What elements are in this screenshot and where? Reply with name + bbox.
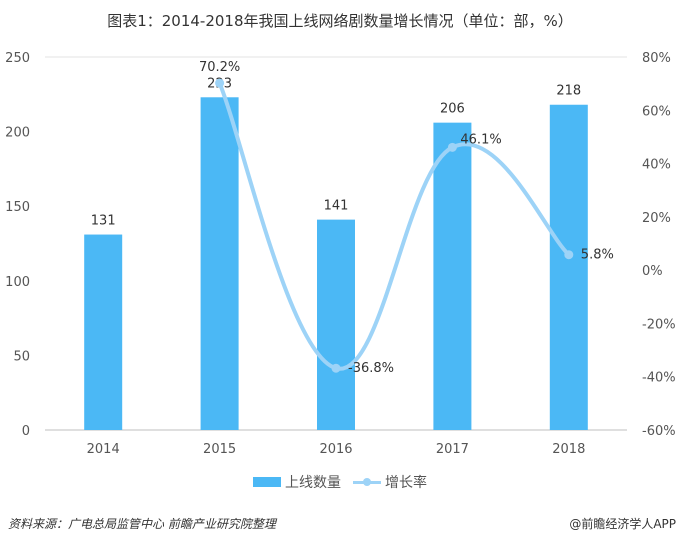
right-tick-label: 0%	[642, 264, 663, 279]
left-tick-label: 100	[5, 275, 30, 290]
line-point	[564, 250, 574, 260]
bar-label: 206	[440, 102, 465, 117]
right-tick-label: -20%	[642, 317, 676, 332]
bar-label: 131	[91, 214, 116, 229]
line-label: -36.8%	[348, 361, 394, 376]
bar	[317, 219, 355, 430]
right-tick-label: 40%	[642, 158, 671, 173]
x-tick-label: 2016	[319, 442, 352, 457]
x-tick-label: 2015	[203, 442, 236, 457]
right-tick-label: -40%	[642, 371, 676, 386]
legend-label: 上线数量	[285, 475, 341, 491]
right-tick-label: 60%	[642, 104, 671, 119]
legend-item-line[interactable]: 增长率	[353, 472, 427, 492]
left-tick-label: 200	[5, 126, 30, 141]
growth-line	[217, 81, 571, 371]
legend-swatch-bar	[253, 477, 281, 487]
legend-swatch-line	[353, 477, 381, 487]
chart: 0 50 100 150 200 250 -60% -40% -20% 0% 20% 40% 60% 80…	[5, 51, 676, 457]
right-tick-label: 80%	[642, 51, 671, 66]
right-tick-label: -60%	[642, 424, 676, 439]
x-tick-label: 2017	[436, 442, 469, 457]
left-tick-label: 0	[22, 424, 30, 439]
x-tick-label: 2018	[552, 442, 585, 457]
legend-label: 增长率	[385, 475, 427, 491]
left-tick-label: 150	[5, 200, 30, 215]
bar-label: 218	[556, 84, 581, 99]
legend-item-bar[interactable]: 上线数量	[253, 472, 341, 492]
brand-credit: @前瞻经济学人APP	[569, 517, 676, 531]
left-tick-label: 50	[13, 349, 30, 364]
left-tick-label: 250	[5, 51, 30, 66]
bar	[549, 104, 588, 430]
bar	[433, 122, 472, 430]
x-tick-label: 2014	[87, 442, 120, 457]
line-point	[447, 142, 457, 152]
line-label: 70.2%	[199, 60, 240, 75]
bar	[200, 97, 239, 430]
right-tick-label: 20%	[642, 211, 671, 226]
bar	[84, 234, 123, 430]
line-label: 5.8%	[581, 248, 614, 263]
line-point	[215, 78, 225, 88]
source-note: 资料来源：广电总局监管中心 前瞻产业研究院整理	[8, 517, 276, 531]
bar-label: 141	[324, 199, 349, 214]
chart-title: 图表1：2014-2018年我国上线网络剧数量增长情况（单位：部，%）	[107, 12, 573, 30]
legend: 上线数量 增长率	[0, 472, 680, 492]
line-label: 46.1%	[460, 132, 501, 147]
line-point	[331, 363, 341, 373]
